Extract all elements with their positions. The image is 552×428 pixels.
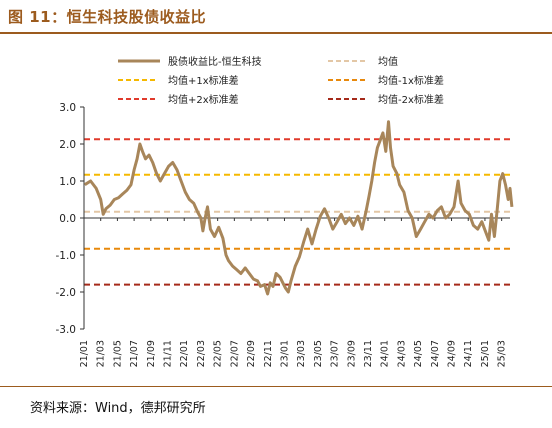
axes: 3.0 2.0 1.0 0.0 -1.0 -2.0 -3.021/01 21/03 21/05 2… [56, 102, 510, 367]
y-tick-label: 1.0 [59, 176, 76, 188]
x-tick-label: 24/01 [380, 340, 391, 367]
x-tick-label: 23/05 [313, 340, 324, 367]
series-area [83, 120, 514, 296]
legend-label: 均值-1x标准差 [378, 74, 444, 87]
y-tick-label: 3.0 [59, 102, 76, 114]
series-line-main [83, 120, 514, 296]
x-tick-label: 22/05 [213, 340, 224, 367]
x-tick-label: 23/09 [346, 340, 357, 367]
x-tick-label: 24/03 [396, 340, 407, 367]
x-tick-label: 23/07 [330, 340, 341, 367]
x-tick-label: 23/11 [363, 340, 374, 367]
reference-lines [84, 138, 510, 286]
source-note: 资料来源：Wind，德邦研究所 [30, 401, 206, 416]
x-tick-label: 21/03 [96, 340, 107, 367]
x-tick-label: 21/05 [112, 340, 123, 367]
x-tick-label: 25/01 [480, 340, 491, 367]
x-tick-label: 22/01 [179, 340, 190, 367]
title-divider [0, 32, 552, 34]
y-tick-label: -2.0 [56, 287, 77, 299]
y-tick-label: 2.0 [59, 139, 76, 151]
x-tick-label: 22/07 [229, 340, 240, 367]
x-tick-label: 24/05 [413, 340, 424, 367]
legend-label: 均值 [378, 55, 398, 68]
x-tick-label: 25/03 [497, 340, 508, 367]
y-tick-label: -3.0 [56, 324, 77, 336]
x-tick-label: 22/09 [246, 340, 257, 367]
x-tick-label: 22/03 [196, 340, 207, 367]
x-tick-label: 23/01 [279, 340, 290, 367]
source-divider [0, 386, 552, 387]
legend-label: 股债收益比-恒生科技 [168, 55, 262, 68]
x-tick-label: 21/01 [79, 340, 90, 367]
x-tick-label: 21/11 [163, 340, 174, 367]
figure-title: 图 11：恒生科技股债收益比 [8, 8, 207, 26]
legend-label: 均值+1x标准差 [168, 74, 239, 87]
legend-label: 均值-2x标准差 [378, 93, 444, 106]
legend-label: 均值+2x标准差 [168, 93, 239, 106]
y-tick-label: -1.0 [56, 250, 77, 262]
x-tick-label: 22/11 [263, 340, 274, 367]
x-tick-label: 21/09 [146, 340, 157, 367]
x-tick-label: 24/11 [463, 340, 474, 367]
x-tick-label: 24/09 [447, 340, 458, 367]
x-tick-label: 23/03 [296, 340, 307, 367]
y-tick-label: 0.0 [59, 213, 76, 225]
x-tick-label: 24/07 [430, 340, 441, 367]
x-tick-label: 21/07 [129, 340, 140, 367]
